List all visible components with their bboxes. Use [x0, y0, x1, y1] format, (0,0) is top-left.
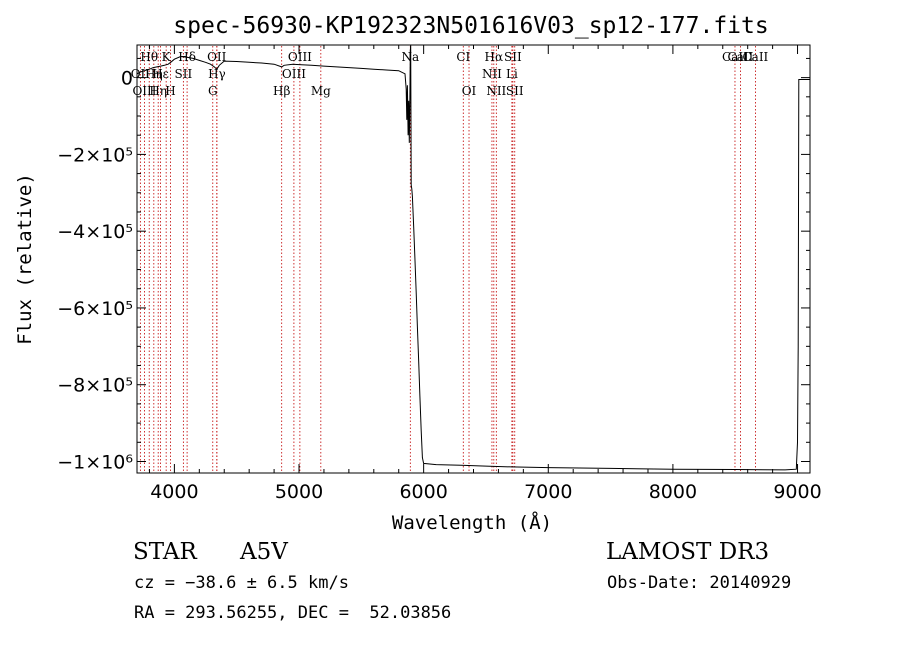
x-tick-label: 9000: [773, 481, 821, 503]
spectrum-chart: spec-56930-KP192323N501616V03_sp12-177.f…: [14, 13, 822, 534]
line-label-bot-7: NII: [486, 84, 506, 98]
line-label-top-9: CaII: [722, 50, 748, 64]
line-label-top-6: CI: [456, 50, 470, 64]
x-tick-label: 8000: [649, 481, 697, 503]
x-tick-label: 6000: [399, 481, 447, 503]
y-axis: 0 −2×10⁵ −4×10⁵ −6×10⁵ −8×10⁵ −1×10⁶: [57, 57, 810, 473]
line-label-mid-2: Hε: [152, 67, 169, 81]
line-label-bot-3: G: [208, 84, 218, 98]
line-label-bot-1: Hη: [149, 84, 167, 98]
line-label-top-1: K: [162, 50, 172, 64]
y-tick-label: −1×10⁶: [57, 451, 133, 473]
coordinates: RA = 293.56255, DEC = 52.03856: [134, 603, 452, 623]
line-label-bot-2: H: [165, 84, 175, 98]
y-tick-label: −6×10⁵: [57, 298, 133, 320]
y-tick-label: −8×10⁵: [57, 375, 133, 397]
chart-title: spec-56930-KP192323N501616V03_sp12-177.f…: [173, 13, 768, 39]
survey-label: LAMOST DR3: [606, 539, 770, 565]
line-label-top-10: CaII: [728, 50, 754, 64]
line-label-mid-1: Hη: [145, 67, 163, 81]
line-label-mid-3: SII: [175, 67, 193, 81]
plot-frame: [136, 44, 811, 474]
line-label-bot-4: Hβ: [273, 84, 290, 98]
object-subclass: A5V: [240, 539, 288, 565]
line-label-bot-0: OIII: [132, 84, 156, 98]
line-label-top-8: SII: [504, 50, 522, 64]
x-axis-title: Wavelength (Å): [392, 511, 552, 534]
object-class: STAR: [133, 539, 197, 565]
line-label-mid-5: OIII: [282, 67, 306, 81]
line-label-top-11: CaII: [742, 50, 768, 64]
line-label-top-3: OII: [207, 50, 227, 64]
redshift-velocity: cz = −38.6 ± 6.5 km/s: [134, 573, 349, 593]
y-tick-label: 0: [121, 68, 133, 90]
line-label-bot-5: Mg: [311, 84, 331, 98]
observation-date: Obs-Date: 20140929: [607, 573, 792, 593]
x-axis: 4000 5000 6000 7000 8000 9000: [148, 45, 822, 503]
line-label-bot-8: SII: [506, 84, 524, 98]
spectrum-series-line: [136, 44, 810, 471]
x-tick-label: 7000: [524, 481, 572, 503]
line-label-top-7: Hα: [485, 50, 504, 64]
line-label-mid-6: NII: [482, 67, 502, 81]
line-label-mid-4: Hγ: [208, 67, 226, 81]
y-axis-title: Flux (relative): [14, 173, 36, 345]
line-label-top-4: OIII: [288, 50, 312, 64]
line-label-top-0: Hθ: [140, 50, 158, 64]
line-label-bot-6: OI: [462, 84, 477, 98]
line-label-mid-7: Li: [506, 67, 518, 81]
y-tick-label: −4×10⁵: [57, 221, 133, 243]
spectral-line-markers: [139, 46, 756, 472]
x-tick-label: 5000: [275, 481, 323, 503]
y-tick-label: −2×10⁵: [57, 144, 133, 166]
spectral-line-labels: Hθ K Hδ OII OIII Na CI Hα SII CaIICaIICaIIOIIHηHε…: [131, 50, 769, 98]
x-tick-label: 4000: [150, 481, 198, 503]
